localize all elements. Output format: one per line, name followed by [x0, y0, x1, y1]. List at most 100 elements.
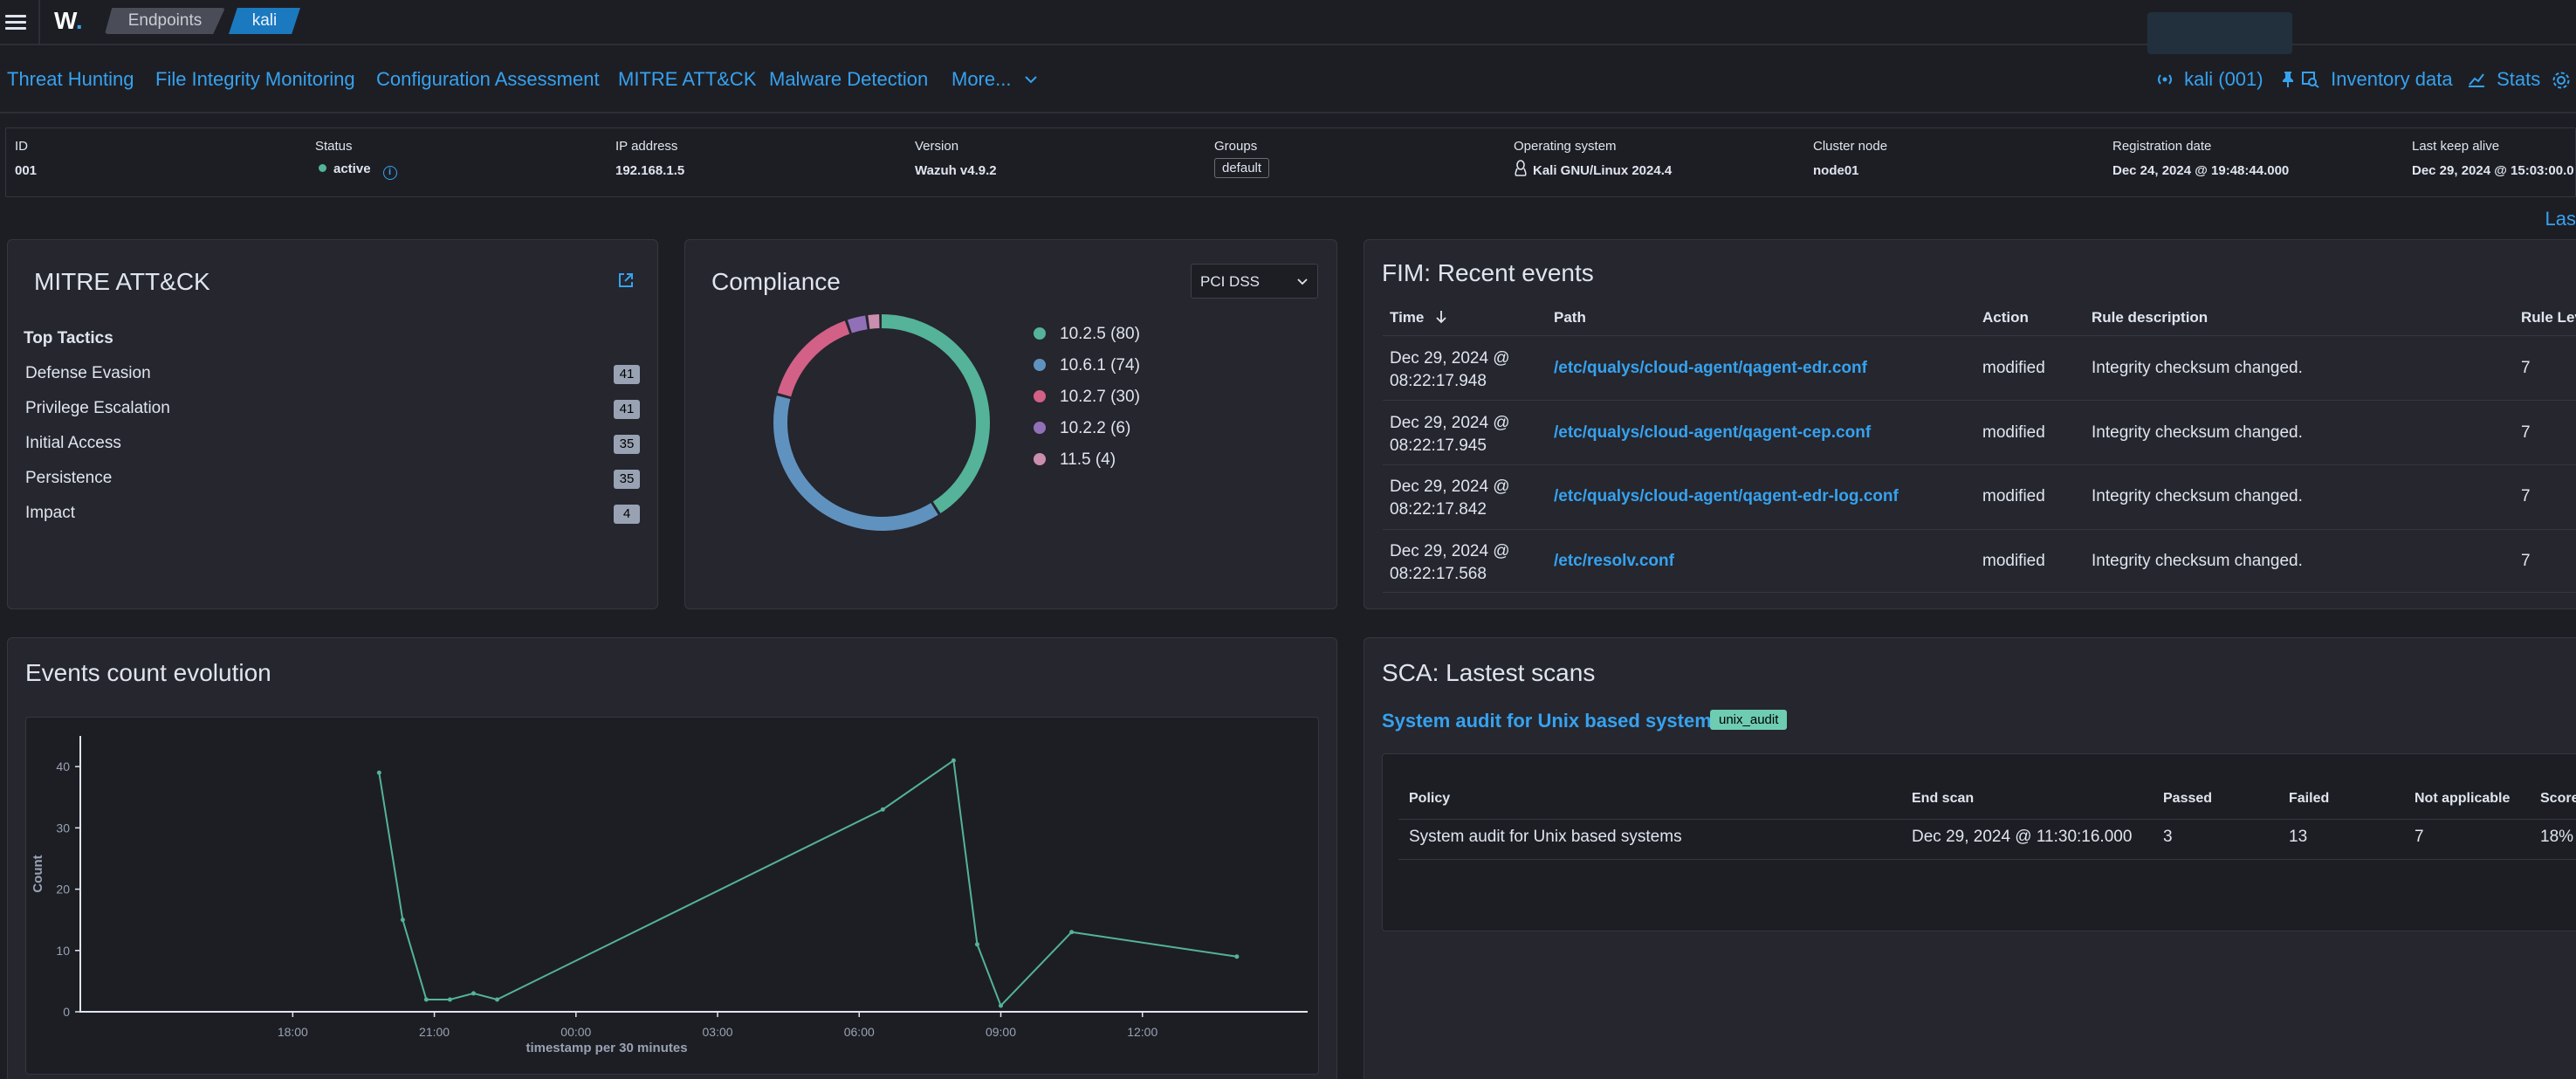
data-point[interactable] [494, 997, 499, 1002]
tab-threat-hunting[interactable]: Threat Hunting [7, 68, 134, 90]
divider [1398, 819, 2576, 820]
fim-panel: FIM: Recent events [1364, 239, 2576, 609]
header-label: Time [1390, 309, 1425, 326]
fim-path-link[interactable]: /etc/resolv.conf [1554, 552, 1674, 570]
fim-cell-time: Dec 29, 2024 @ 08:22:17.568 [1390, 540, 1510, 586]
fim-header-level[interactable]: Rule Lev [2521, 309, 2576, 326]
time-line: 08:22:17.948 [1390, 372, 1487, 390]
data-point[interactable] [400, 917, 405, 923]
info-registration-label: Registration date [2112, 139, 2212, 154]
fim-cell-description: Integrity checksum changed. [2092, 487, 2303, 505]
fim-header-path[interactable]: Path [1554, 309, 1586, 326]
y-axis-label: Count [31, 855, 45, 892]
tab-configuration-assessment[interactable]: Configuration Assessment [376, 68, 600, 90]
fim-header-time[interactable]: Time [1390, 309, 1447, 326]
sca-header-policy[interactable]: Policy [1409, 791, 1451, 806]
time-line: Dec 29, 2024 @ [1390, 349, 1510, 368]
info-groups-value[interactable]: default [1214, 158, 1270, 178]
x-axis-label: timestamp per 30 minutes [526, 1041, 687, 1055]
fim-path-link[interactable]: /etc/qualys/cloud-agent/qagent-edr-log.c… [1554, 487, 1899, 505]
sca-header-score[interactable]: Score [2540, 791, 2576, 806]
tab-more[interactable]: More... [951, 68, 1038, 91]
sca-header-passed[interactable]: Passed [2163, 791, 2213, 806]
donut-slice[interactable] [773, 314, 990, 531]
tactic-privilege-escalation[interactable]: Privilege Escalation [25, 399, 170, 417]
inventory-label: Inventory data [2331, 68, 2453, 90]
agent-selector-content[interactable]: kali (001) [2156, 68, 2295, 91]
gear-icon[interactable] [2551, 70, 2572, 91]
logo[interactable]: W. [54, 7, 83, 34]
info-id-value: 001 [15, 163, 38, 178]
data-point[interactable] [1234, 954, 1240, 959]
last-link[interactable]: Las [2545, 208, 2576, 230]
info-keepalive-label: Last keep alive [2412, 139, 2500, 154]
group-badge[interactable]: default [1214, 158, 1270, 178]
data-point[interactable] [471, 991, 476, 996]
sca-header-endscan[interactable]: End scan [1912, 791, 1975, 806]
data-point[interactable] [447, 997, 452, 1002]
fim-path-link[interactable]: /etc/qualys/cloud-agent/qagent-cep.conf [1554, 423, 1872, 442]
data-point[interactable] [423, 997, 429, 1002]
info-ip-label: IP address [615, 139, 678, 154]
data-point[interactable] [951, 758, 956, 763]
donut-slice[interactable] [773, 314, 990, 531]
time-line: 08:22:17.568 [1390, 565, 1487, 583]
breadcrumb-agent[interactable]: kali [229, 8, 300, 34]
y-tick-label: 20 [56, 883, 70, 897]
compliance-panel: Compliance [684, 239, 1337, 609]
data-point[interactable] [999, 1003, 1003, 1008]
inventory-data-link[interactable]: Inventory data [2301, 68, 2453, 91]
sca-cell-passed: 3 [2163, 828, 2173, 846]
data-point[interactable] [880, 807, 885, 812]
data-point[interactable] [1069, 930, 1075, 935]
tactic-initial-access[interactable]: Initial Access [25, 434, 121, 452]
legend-swatch [1034, 422, 1046, 434]
legend-item[interactable]: 10.2.5 (80) [1034, 325, 1140, 344]
chevron-down-icon [1024, 76, 1037, 84]
legend-swatch [1034, 327, 1046, 340]
data-point[interactable] [974, 942, 979, 947]
fim-header-description[interactable]: Rule description [2092, 309, 2208, 326]
agent-selector-button[interactable] [2147, 12, 2292, 54]
compliance-select[interactable]: PCI DSS [1191, 264, 1318, 299]
x-tick-label: 09:00 [986, 1025, 1016, 1039]
sca-header-na[interactable]: Not applicable [2415, 791, 2511, 806]
tab-malware-detection[interactable]: Malware Detection [769, 68, 929, 90]
events-panel: Events count evolution [7, 637, 1337, 1079]
info-version-label: Version [915, 139, 959, 154]
info-os-value: Kali GNU/Linux 2024.4 [1514, 160, 1672, 178]
legend-item[interactable]: 10.6.1 (74) [1034, 356, 1140, 375]
stats-link[interactable]: Stats [2467, 68, 2540, 91]
menu-icon[interactable] [5, 11, 26, 32]
fim-header-action[interactable]: Action [1982, 309, 2029, 326]
tactic-impact[interactable]: Impact [25, 504, 76, 522]
x-tick-label: 03:00 [703, 1025, 733, 1039]
pin-icon[interactable] [2281, 71, 2295, 88]
legend-item[interactable]: 10.2.2 (6) [1034, 419, 1130, 438]
breadcrumb-endpoints[interactable]: Endpoints [105, 8, 225, 34]
chart-container [25, 717, 1319, 1075]
compliance-donut-chart [773, 314, 990, 531]
tab-mitre[interactable]: MITRE ATT&CK [618, 68, 757, 90]
fim-path-link[interactable]: /etc/qualys/cloud-agent/qagent-edr.conf [1554, 359, 1867, 377]
legend-item[interactable]: 11.5 (4) [1034, 450, 1116, 470]
info-version-value: Wazuh v4.9.2 [915, 163, 997, 178]
tactic-persistence[interactable]: Persistence [25, 469, 113, 487]
sca-header-failed[interactable]: Failed [2289, 791, 2330, 806]
compliance-select-value: PCI DSS [1200, 273, 1261, 290]
tab-file-integrity[interactable]: File Integrity Monitoring [155, 68, 355, 90]
time-line: Dec 29, 2024 @ [1390, 414, 1510, 432]
info-registration-value: Dec 24, 2024 @ 19:48:44.000 [2112, 163, 2290, 178]
data-point[interactable] [376, 770, 381, 775]
info-status-value: active i [319, 162, 397, 180]
time-line: 08:22:17.945 [1390, 436, 1487, 455]
top-tactics-heading: Top Tactics [24, 329, 113, 347]
compliance-title: Compliance [711, 268, 841, 295]
fim-title: FIM: Recent events [1382, 259, 1594, 286]
legend-item[interactable]: 10.2.7 (30) [1034, 388, 1140, 407]
info-icon[interactable]: i [382, 166, 397, 180]
external-link-icon[interactable] [617, 271, 635, 289]
sca-policy-link[interactable]: System audit for Unix based systems [1382, 710, 1723, 732]
fim-cell-time: Dec 29, 2024 @ 08:22:17.842 [1390, 476, 1510, 521]
tactic-defense-evasion[interactable]: Defense Evasion [25, 364, 151, 382]
